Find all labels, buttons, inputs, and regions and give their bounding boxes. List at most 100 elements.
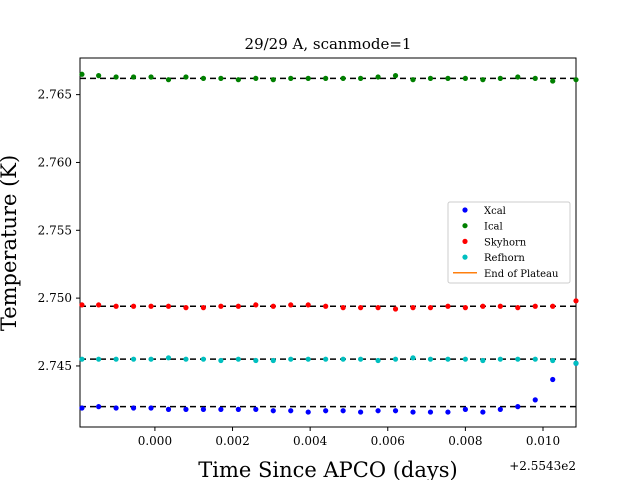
point-skyhorn (218, 303, 224, 309)
point-ical (288, 75, 294, 81)
point-xcal (375, 408, 381, 414)
point-xcal (253, 406, 259, 412)
point-skyhorn (532, 303, 538, 309)
point-ical (550, 78, 556, 84)
point-skyhorn (79, 302, 85, 308)
point-xcal (305, 409, 311, 415)
point-skyhorn (480, 303, 486, 309)
point-ical (427, 75, 434, 81)
point-xcal (235, 406, 241, 412)
point-skyhorn (130, 303, 137, 309)
point-ical (253, 75, 259, 81)
point-ical (96, 73, 102, 79)
point-refhorn (96, 356, 102, 362)
point-refhorn (270, 357, 276, 364)
point-refhorn (79, 356, 85, 362)
point-ical (532, 75, 538, 81)
point-xcal (79, 405, 85, 411)
legend-label: Refhorn (484, 253, 525, 264)
point-refhorn (445, 356, 451, 362)
point-ical (515, 74, 521, 80)
point-xcal (445, 409, 451, 415)
point-xcal (323, 408, 329, 414)
point-ical (323, 75, 329, 81)
point-xcal (550, 376, 556, 383)
point-xcal (200, 406, 207, 412)
point-xcal (270, 408, 276, 414)
point-ical (79, 71, 85, 77)
point-refhorn (462, 356, 468, 362)
point-skyhorn (148, 303, 154, 309)
legend-marker-skyhorn (462, 238, 468, 244)
point-ical (270, 77, 276, 83)
point-refhorn (305, 356, 311, 362)
point-skyhorn (375, 305, 381, 311)
plateau-lines (80, 77, 576, 408)
point-skyhorn (497, 303, 503, 309)
point-skyhorn (113, 303, 119, 309)
point-skyhorn (253, 302, 259, 308)
x-tick-label: 0.006 (371, 434, 405, 448)
legend-box (447, 201, 571, 284)
point-xcal (358, 409, 364, 415)
point-ical (480, 77, 486, 83)
point-refhorn (235, 356, 241, 362)
point-xcal (532, 397, 538, 403)
point-ical (392, 73, 399, 79)
point-xcal (183, 406, 189, 412)
y-tick-label: 2.745 (38, 359, 72, 373)
point-ical (445, 75, 451, 81)
point-refhorn (480, 357, 486, 364)
legend-label: Xcal (484, 206, 506, 217)
point-ical (305, 75, 311, 81)
point-xcal (497, 406, 503, 412)
legend-marker-refhorn (462, 254, 468, 260)
point-refhorn (323, 356, 329, 362)
point-refhorn (183, 356, 189, 362)
point-xcal (165, 406, 172, 412)
x-offset-label: +2.5543e2 (509, 459, 576, 473)
point-refhorn (550, 357, 556, 364)
point-refhorn (218, 357, 224, 364)
point-ical (462, 75, 468, 81)
point-xcal (462, 406, 468, 412)
point-refhorn (515, 356, 521, 362)
point-xcal (392, 408, 399, 414)
y-tick-label: 2.755 (38, 223, 72, 237)
point-ical (410, 77, 416, 83)
point-ical (130, 74, 137, 80)
point-skyhorn (96, 302, 102, 308)
point-refhorn (532, 356, 538, 362)
point-xcal (148, 405, 154, 411)
x-tick-label: 0.008 (448, 434, 482, 448)
point-refhorn (288, 356, 294, 362)
y-axis-label: Temperature (K) (0, 155, 21, 331)
point-skyhorn (358, 305, 364, 311)
point-skyhorn (445, 303, 451, 309)
legend: Xcal Ical Skyhorn Refhorn End of Plateau (447, 201, 571, 284)
point-refhorn (497, 356, 503, 362)
point-ical (113, 74, 119, 80)
point-ical (573, 77, 579, 83)
point-refhorn (113, 356, 119, 362)
point-skyhorn (235, 303, 241, 309)
x-axis-label: Time Since APCO (days) (198, 458, 457, 480)
point-ical (218, 75, 224, 81)
point-skyhorn (410, 305, 416, 311)
legend-marker-ical (462, 223, 468, 229)
point-skyhorn (288, 302, 294, 308)
x-tick-label: 0.002 (215, 434, 249, 448)
point-xcal (113, 405, 119, 411)
point-xcal (130, 405, 137, 411)
point-refhorn (573, 360, 579, 366)
point-xcal (340, 408, 346, 414)
point-refhorn (392, 356, 399, 362)
point-skyhorn (392, 306, 399, 312)
point-skyhorn (323, 303, 329, 309)
point-ical (183, 74, 189, 80)
y-tick-label: 2.750 (38, 291, 72, 305)
point-refhorn (165, 355, 172, 361)
point-refhorn (375, 357, 381, 364)
point-xcal (410, 409, 416, 415)
point-skyhorn (515, 305, 521, 311)
